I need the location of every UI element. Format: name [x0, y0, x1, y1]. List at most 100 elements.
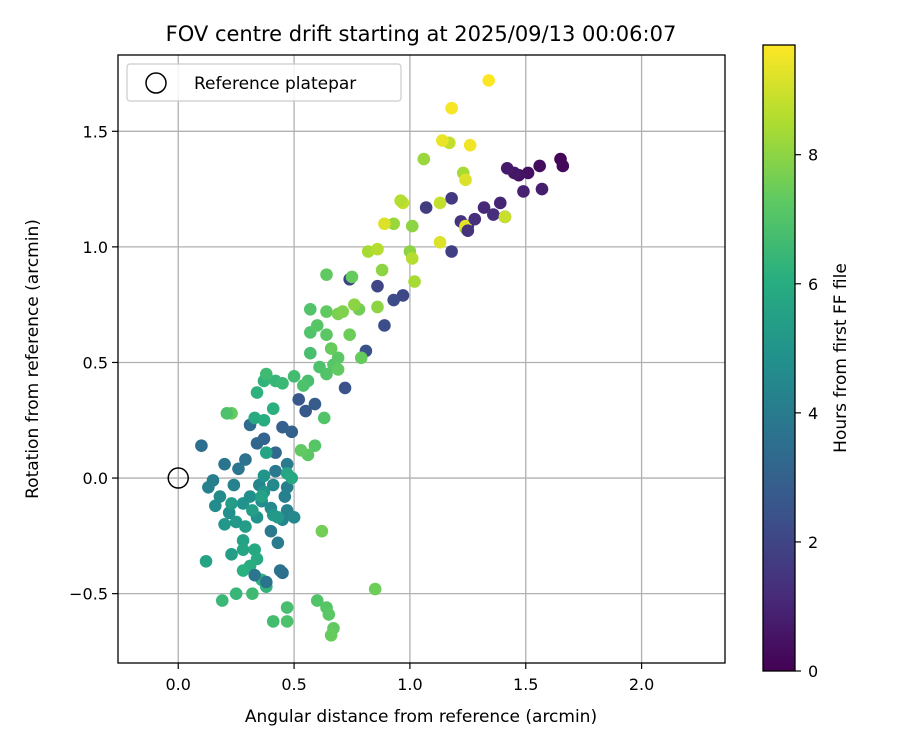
- data-point: [371, 300, 384, 314]
- data-point: [354, 351, 368, 365]
- data-point: [308, 397, 322, 411]
- data-point: [468, 212, 482, 226]
- data-point: [394, 194, 407, 207]
- data-point: [280, 615, 294, 628]
- data-point: [255, 490, 268, 503]
- data-point: [336, 305, 350, 318]
- data-point: [493, 196, 507, 210]
- data-point: [387, 293, 400, 307]
- legend-box: [126, 63, 402, 102]
- data-point: [417, 152, 431, 166]
- data-point: [215, 594, 229, 607]
- x-tick-label: 0.0: [166, 675, 191, 694]
- colorbar-tick-label: 0: [808, 662, 818, 681]
- data-point: [338, 381, 352, 395]
- x-tick-label: 1.0: [397, 675, 422, 694]
- data-point: [320, 268, 333, 281]
- data-point: [320, 305, 333, 318]
- plot-area: [118, 55, 725, 663]
- x-tick-label: 0.5: [281, 675, 306, 694]
- data-point: [371, 279, 384, 293]
- colorbar-tick-label: 2: [808, 533, 818, 552]
- data-point: [324, 342, 338, 355]
- data-point: [315, 524, 329, 538]
- data-point: [236, 534, 250, 547]
- chart-title: FOV centre drift starting at 2025/09/13 …: [166, 22, 677, 46]
- x-axis-label: Angular distance from reference (arcmin): [245, 707, 597, 727]
- data-point: [202, 481, 215, 494]
- data-point: [368, 582, 382, 596]
- legend-label: Reference platepar: [194, 74, 356, 94]
- colorbar-tick-label: 6: [808, 275, 818, 294]
- data-point: [419, 201, 433, 214]
- data-point: [375, 263, 389, 277]
- data-point: [292, 393, 306, 406]
- data-point: [271, 511, 285, 524]
- data-point: [303, 346, 317, 360]
- data-point: [269, 446, 282, 459]
- data-point: [378, 319, 391, 332]
- data-point: [236, 564, 250, 577]
- data-point: [287, 370, 301, 383]
- data-point: [533, 159, 546, 173]
- data-point: [243, 490, 257, 503]
- data-point: [287, 511, 301, 524]
- data-point: [276, 376, 289, 390]
- data-point: [294, 444, 308, 457]
- colorbar-tick-label: 8: [808, 146, 818, 165]
- data-point: [343, 328, 356, 342]
- data-point: [433, 196, 447, 210]
- data-point: [239, 520, 252, 533]
- data-point: [257, 469, 271, 483]
- data-point: [232, 462, 245, 476]
- x-tick-label: 1.5: [513, 675, 538, 694]
- data-point: [371, 242, 384, 256]
- data-point: [310, 319, 324, 332]
- data-point: [378, 217, 391, 231]
- data-point: [463, 138, 477, 152]
- data-point: [285, 425, 299, 439]
- colorbar: [763, 45, 795, 671]
- data-point: [264, 524, 278, 538]
- data-point: [331, 363, 345, 376]
- data-point: [278, 490, 292, 503]
- data-point: [225, 497, 238, 510]
- data-point: [250, 386, 264, 399]
- colorbar-tick-label: 4: [808, 404, 818, 423]
- data-point: [310, 594, 324, 607]
- data-point: [436, 134, 449, 147]
- data-point: [239, 453, 252, 466]
- data-point: [500, 161, 514, 175]
- data-point: [259, 446, 273, 459]
- y-axis-label: Rotation from reference (arcmin): [23, 219, 43, 499]
- data-point: [405, 252, 419, 265]
- data-point: [445, 101, 458, 115]
- data-point: [246, 504, 259, 517]
- data-point: [280, 457, 294, 471]
- data-point: [482, 74, 495, 87]
- data-point: [331, 351, 345, 365]
- data-point: [266, 615, 280, 628]
- data-point: [218, 517, 231, 531]
- data-point: [387, 217, 400, 231]
- data-point: [345, 270, 359, 284]
- reference-point-marker: [167, 467, 189, 489]
- data-point: [535, 182, 549, 196]
- data-point: [308, 439, 322, 452]
- data-point: [461, 224, 475, 237]
- data-point: [209, 499, 222, 513]
- data-point: [273, 564, 287, 577]
- data-point: [269, 464, 282, 478]
- plot-frame: [117, 54, 726, 664]
- data-point: [266, 402, 280, 416]
- data-point: [229, 587, 243, 600]
- data-point: [220, 407, 234, 420]
- data-point: [236, 543, 250, 557]
- data-point: [280, 601, 294, 614]
- data-point: [348, 298, 361, 311]
- legend-marker: [145, 72, 167, 94]
- data-point: [257, 413, 271, 427]
- data-point: [297, 379, 310, 392]
- data-point: [320, 328, 333, 342]
